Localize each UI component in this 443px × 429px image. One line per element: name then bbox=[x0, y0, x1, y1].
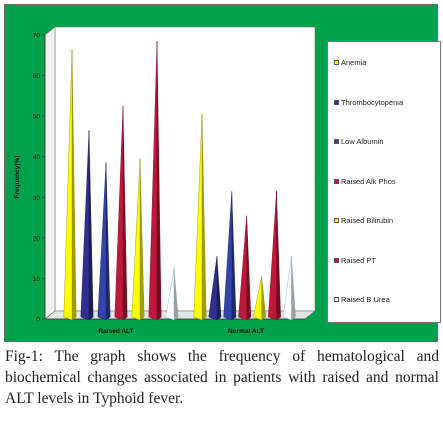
y-tick-label: 70 bbox=[33, 33, 41, 40]
y-axis-label: Frequency(%) bbox=[14, 156, 21, 199]
bar-cone bbox=[114, 106, 124, 321]
y-tick-label: 50 bbox=[33, 114, 41, 121]
bar-cone bbox=[63, 49, 73, 321]
bar-cone bbox=[208, 256, 218, 321]
x-tick-label: Normal ALT bbox=[228, 328, 264, 335]
legend-swatch bbox=[334, 297, 339, 302]
legend-swatch bbox=[334, 178, 339, 184]
bar-cone bbox=[253, 276, 262, 321]
y-tick-label: 30 bbox=[33, 195, 41, 202]
legend-label: Thrombocytopenia bbox=[341, 97, 404, 107]
bar-cone bbox=[165, 268, 175, 321]
legend-item: Raised B Urea bbox=[334, 295, 390, 304]
bar-cone bbox=[97, 162, 107, 321]
legend-item: Anemia bbox=[334, 58, 366, 67]
legend-label: Raised Alk Phos bbox=[341, 176, 396, 186]
legend-swatch bbox=[334, 218, 339, 223]
chart-figure: 0 10 20 30 40 50 60 70 Frequency(%) Raised ALT Nor… bbox=[4, 4, 441, 342]
bar-cone bbox=[238, 215, 247, 321]
y-tick-label: 0 bbox=[36, 317, 40, 324]
legend-swatch bbox=[334, 257, 339, 263]
legend-label: Low Albumin bbox=[341, 137, 384, 146]
bar-cone bbox=[282, 256, 292, 321]
y-tick-label: 20 bbox=[33, 235, 41, 242]
legend-item: Raised PT bbox=[334, 256, 376, 265]
bar-cone bbox=[148, 41, 158, 321]
legend-swatch bbox=[334, 99, 339, 105]
legend-swatch bbox=[334, 139, 339, 144]
y-tick-label: 60 bbox=[33, 73, 41, 80]
bar-cone bbox=[223, 191, 233, 321]
legend-item: Raised Alk Phos bbox=[334, 177, 396, 186]
legend-label: Raised PT bbox=[341, 255, 377, 265]
y-tick-label: 10 bbox=[33, 276, 41, 283]
bar-cone bbox=[80, 130, 90, 321]
bar-cone bbox=[193, 114, 203, 321]
figure-caption: Fig-1: The graph shows the frequency of … bbox=[5, 348, 439, 407]
y-tick-label: 40 bbox=[33, 154, 41, 161]
bar-cone bbox=[131, 158, 141, 321]
legend-item: Low Albumin bbox=[334, 137, 384, 146]
bar-cone bbox=[268, 191, 277, 321]
legend-label: Anemia bbox=[341, 58, 367, 67]
x-tick-label: Raised ALT bbox=[98, 328, 133, 335]
legend-label: Raised Bilirubin bbox=[341, 216, 394, 225]
legend-swatch bbox=[334, 60, 339, 65]
legend-item: Raised Bilirubin bbox=[334, 216, 393, 225]
legend-item: Thrombocytopenia bbox=[334, 98, 403, 107]
legend-label: Raised B Urea bbox=[341, 295, 390, 304]
plot-side-wall bbox=[44, 26, 56, 320]
chart-legend: Anemia Thrombocytopenia Low Albumin Raised … bbox=[327, 41, 441, 323]
